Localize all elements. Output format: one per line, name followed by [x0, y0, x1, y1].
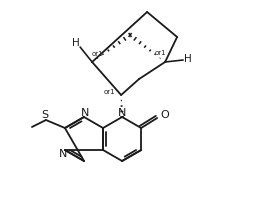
Text: O: O [161, 110, 169, 120]
Text: H: H [72, 38, 80, 48]
Text: N: N [81, 108, 89, 118]
Text: N: N [59, 149, 67, 159]
Text: H: H [184, 54, 192, 64]
Text: or1: or1 [91, 51, 103, 57]
Text: or1: or1 [154, 50, 166, 56]
Text: or1: or1 [103, 89, 115, 95]
Text: N: N [118, 108, 126, 118]
Text: S: S [41, 110, 49, 120]
